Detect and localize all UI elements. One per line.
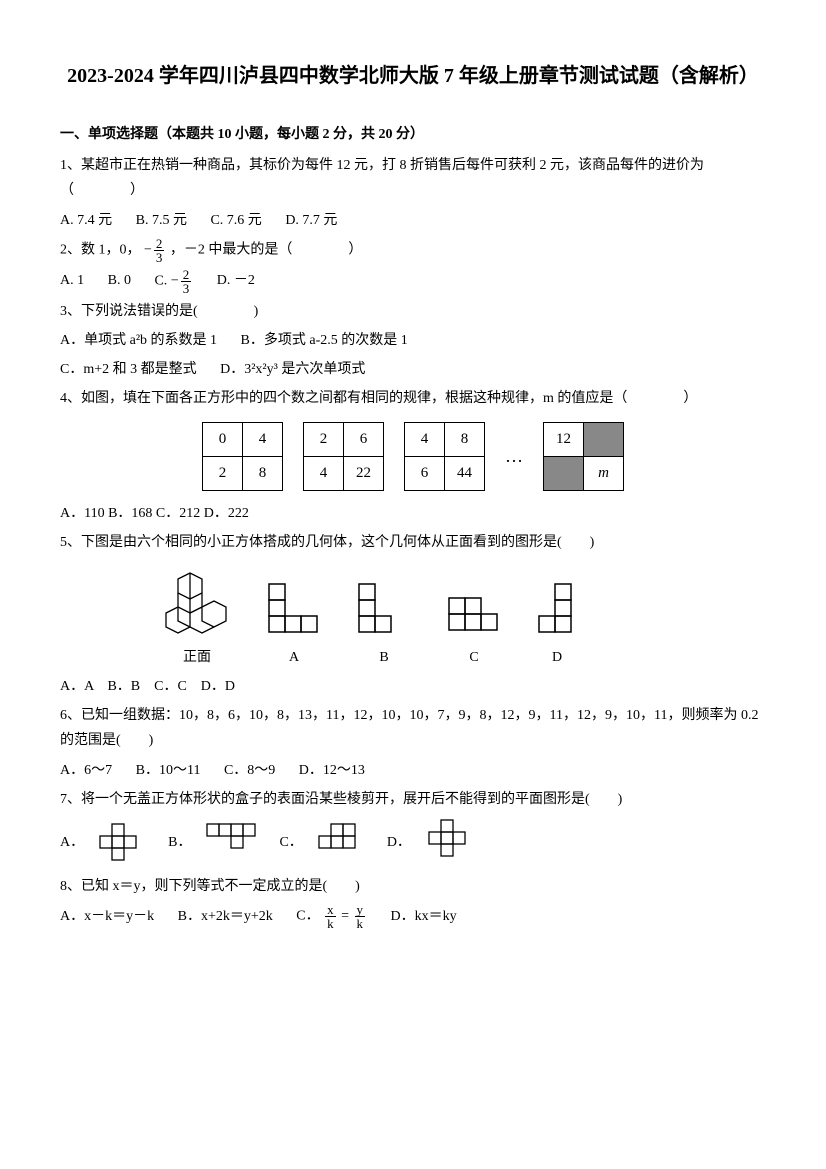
question-1-options: A. 7.4 元 B. 7.5 元 C. 7.6 元 D. 7.7 元 [60,208,766,233]
q4-grid-0: 04 28 [202,422,283,491]
q2-opt-b: B. 0 [108,268,131,293]
net-d-icon [423,818,473,868]
question-2: 2、数 1，0， −23 ，－2 中最大的是（ ） [60,237,766,264]
q2-opt-c: C. −23 [154,268,193,295]
q6-opt-a: A．6～7 [60,758,112,783]
view-c-icon [444,593,504,639]
q7-opt-b-label: B． [168,830,191,855]
q4-dots: … [505,440,523,472]
view-b-icon [354,579,414,639]
question-4-options: A．110 B．168 C．212 D．222 [60,501,766,526]
q1-opt-c: C. 7.6 元 [210,208,261,233]
q6-opt-b: B．10～11 [136,758,201,783]
cube-solid-icon [160,565,234,639]
q5-option-a: A [264,579,324,670]
question-1: 1、某超市正在热销一种商品，其标价为每件 12 元，打 8 折销售后每件可获利 … [60,153,766,203]
q5-option-b: B [354,579,414,670]
q5-option-c: C [444,593,504,670]
q3-opt-c: C．m+2 和 3 都是整式 [60,357,197,382]
q2-fraction: 23 [154,237,165,264]
q5-front-label: 正面 [183,645,211,670]
q1-opt-a: A. 7.4 元 [60,208,112,233]
question-8-options: A．x－k＝y－k B．x+2k＝y+2k C． xk = yk D．kx＝ky [60,903,766,930]
question-7: 7、将一个无盖正方体形状的盒子的表面沿某些棱剪开，展开后不能得到的平面图形是( … [60,787,766,812]
q4-grid-2: 48 644 [404,422,485,491]
question-4: 4、如图，填在下面各正方形中的四个数之间都有相同的规律，根据这种规律，m 的值应… [60,386,766,411]
q8-opt-b: B．x+2k＝y+2k [178,904,273,929]
q8-opt-a: A．x－k＝y－k [60,904,154,929]
question-6-options: A．6～7 B．10～11 C．8～9 D．12～13 [60,758,766,783]
section-header: 一、单项选择题（本题共 10 小题，每小题 2 分，共 20 分） [60,122,766,147]
q3-opt-d: D．3²x²y³ 是六次单项式 [220,357,365,382]
q8-opt-c: C． xk = yk [296,903,367,930]
question-3-options-row1: A．单项式 a²b 的系数是 1 B．多项式 a-2.5 的次数是 1 [60,328,766,353]
q5-option-d: D [534,579,580,670]
q4-grid-3: 12 m [543,422,624,491]
q6-opt-c: C．8～9 [224,758,275,783]
q2-opt-d: D. －2 [217,268,255,293]
question-3: 3、下列说法错误的是( ) [60,299,766,324]
net-b-icon [203,822,267,864]
q2-prefix: 2、数 1，0， [60,242,141,257]
q4-grids: 04 28 26 422 48 644 … 12 m [60,422,766,491]
view-d-icon [534,579,580,639]
q7-opt-d-label: D． [387,830,411,855]
question-3-options-row2: C．m+2 和 3 都是整式 D．3²x²y³ 是六次单项式 [60,357,766,382]
q4-grid-1: 26 422 [303,422,384,491]
view-a-icon [264,579,324,639]
q1-opt-b: B. 7.5 元 [136,208,187,233]
question-7-options: A． B． C． D． [60,818,766,868]
question-2-options: A. 1 B. 0 C. −23 D. －2 [60,268,766,295]
net-c-icon [315,822,375,864]
q7-opt-c-label: C． [279,830,302,855]
question-8: 8、已知 x＝y，则下列等式不一定成立的是( ) [60,874,766,899]
q8-opt-d: D．kx＝ky [391,904,457,929]
q5-figures: 正面 A B [160,565,766,670]
q5-solid: 正面 [160,565,234,670]
question-6: 6、已知一组数据：10，8，6，10，8，13，11，12，10，10，7，9，… [60,703,766,753]
page-title: 2023-2024 学年四川泸县四中数学北师大版 7 年级上册章节测试试题（含解… [60,60,766,92]
q2-opt-a: A. 1 [60,268,84,293]
q7-opt-a-label: A． [60,830,84,855]
net-a-icon [96,822,156,864]
q6-opt-d: D．12～13 [299,758,365,783]
q3-opt-a: A．单项式 a²b 的系数是 1 [60,328,217,353]
q3-opt-b: B．多项式 a-2.5 的次数是 1 [241,328,408,353]
question-5: 5、下图是由六个相同的小正方体搭成的几何体，这个几何体从正面看到的图形是( ) [60,530,766,555]
q2-suffix: ，－2 中最大的是（ ） [170,242,363,257]
question-5-options: A．A B．B C．C D．D [60,674,766,699]
q1-opt-d: D. 7.7 元 [285,208,337,233]
